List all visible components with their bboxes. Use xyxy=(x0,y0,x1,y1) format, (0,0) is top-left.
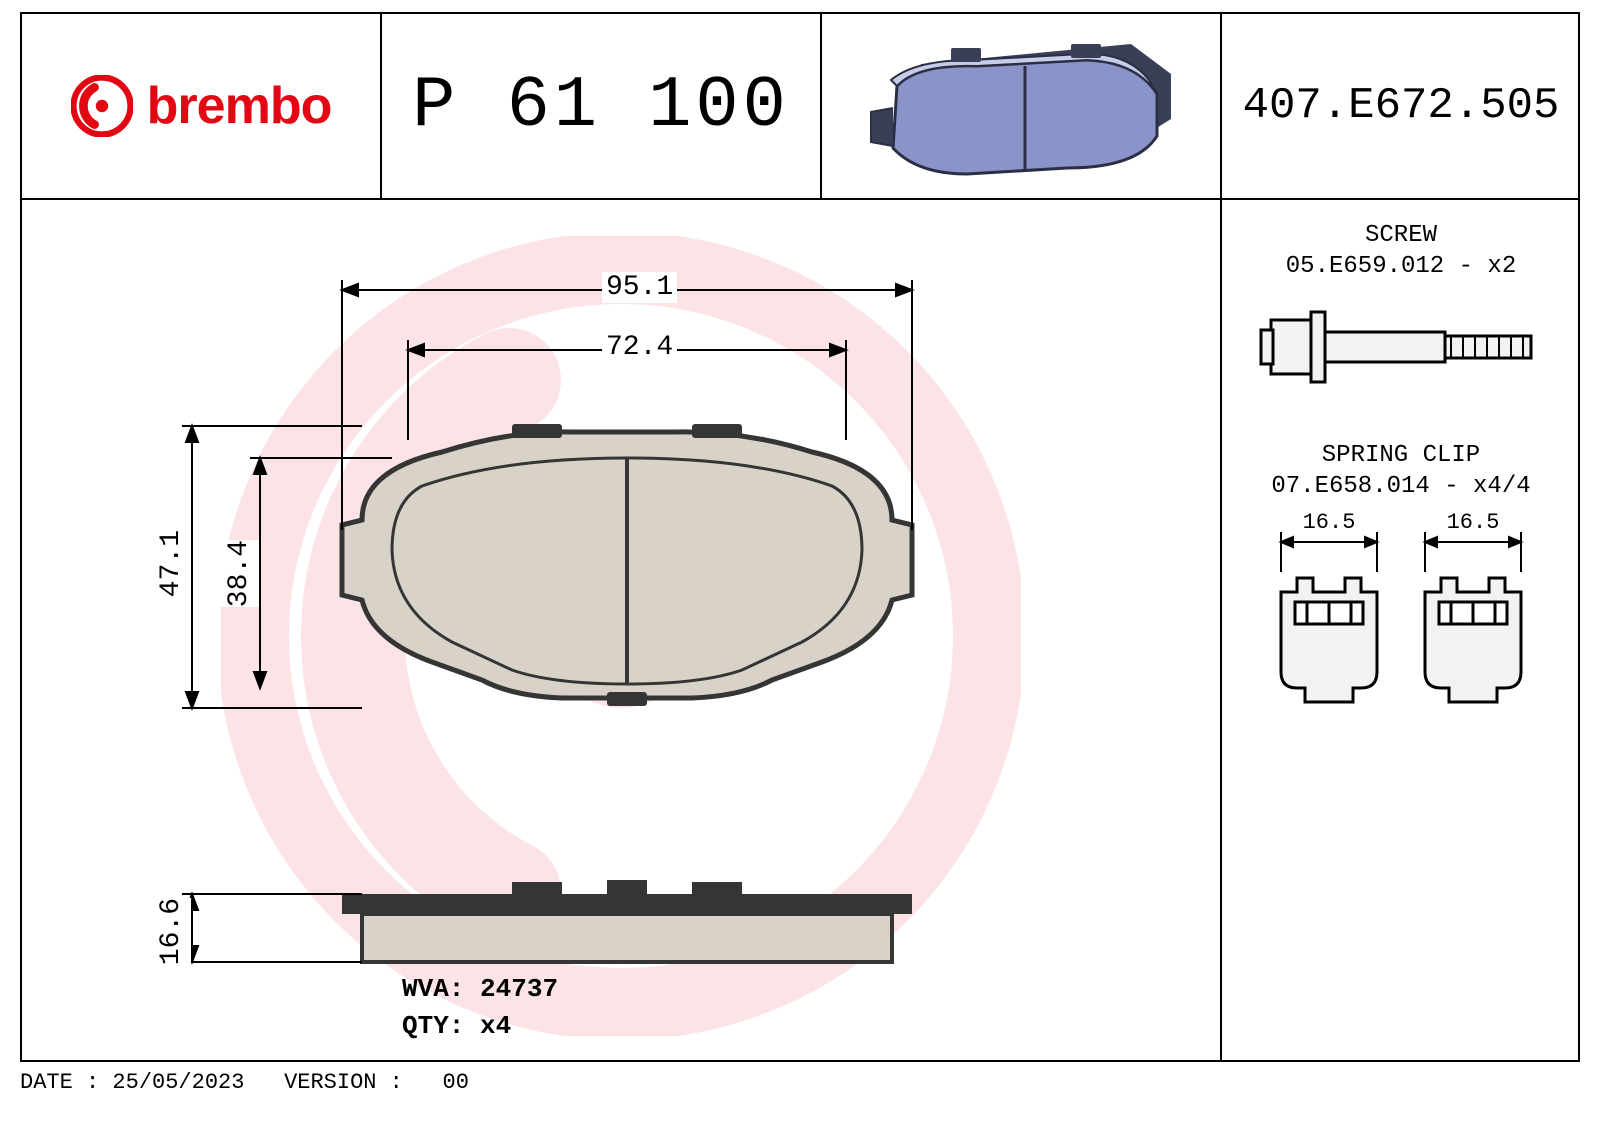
date-value: 25/05/2023 xyxy=(112,1070,244,1095)
version-label: VERSION : xyxy=(284,1070,403,1095)
brembo-icon xyxy=(71,75,133,137)
wva-label: WVA: xyxy=(402,974,464,1004)
main-drawing: 95.1 72.4 47.1 38.4 16.6 WVA: 24737 QTY:… xyxy=(22,200,1222,1062)
meta-line: DATE : 25/05/2023 VERSION : 00 xyxy=(20,1070,469,1095)
clip-dim-right: 16.5 xyxy=(1447,512,1500,535)
pad-side-view xyxy=(342,880,912,962)
spring-clip-icon: 16.5 16.5 xyxy=(1241,512,1561,712)
part-number: P 61 100 xyxy=(412,65,790,147)
footer-block: WVA: 24737 QTY: x4 xyxy=(402,971,558,1044)
drawing-code: 407.E672.505 xyxy=(1243,81,1560,131)
isometric-cell xyxy=(822,14,1222,200)
screw-title: SCREW xyxy=(1222,222,1580,249)
brembo-logo: brembo xyxy=(71,75,332,137)
clip-title: SPRING CLIP xyxy=(1222,442,1580,469)
qty-value: x4 xyxy=(480,1011,511,1041)
dim-width-outer-value: 95.1 xyxy=(602,272,677,303)
brembo-wordmark: brembo xyxy=(147,76,332,136)
technical-drawing xyxy=(22,200,1222,1062)
screw-code: 05.E659.012 - x2 xyxy=(1222,253,1580,280)
brake-pad-iso-icon xyxy=(841,26,1201,186)
accessories-panel: SCREW 05.E659.012 - x2 xyxy=(1222,200,1580,1062)
version-value: 00 xyxy=(443,1070,469,1095)
drawing-frame: brembo P 61 100 xyxy=(20,12,1580,1062)
dim-height-outer-value: 47.1 xyxy=(152,530,191,597)
date-label: DATE : xyxy=(20,1070,99,1095)
screw-icon xyxy=(1251,292,1551,402)
dim-width-inner-value: 72.4 xyxy=(602,332,677,363)
logo-cell: brembo xyxy=(22,14,382,200)
clip-code: 07.E658.014 - x4/4 xyxy=(1222,473,1580,500)
wva-value: 24737 xyxy=(480,974,558,1004)
page: brembo P 61 100 xyxy=(0,0,1600,1131)
clip-dim-left: 16.5 xyxy=(1303,512,1356,535)
drawing-code-cell: 407.E672.505 xyxy=(1222,14,1580,200)
part-number-cell: P 61 100 xyxy=(382,14,822,200)
dim-thickness-value: 16.6 xyxy=(152,898,191,965)
qty-label: QTY: xyxy=(402,1011,464,1041)
dim-height-outer xyxy=(182,426,362,708)
dim-height-inner-value: 38.4 xyxy=(220,540,259,607)
dim-thickness xyxy=(182,894,362,962)
pad-front-view xyxy=(342,424,912,706)
